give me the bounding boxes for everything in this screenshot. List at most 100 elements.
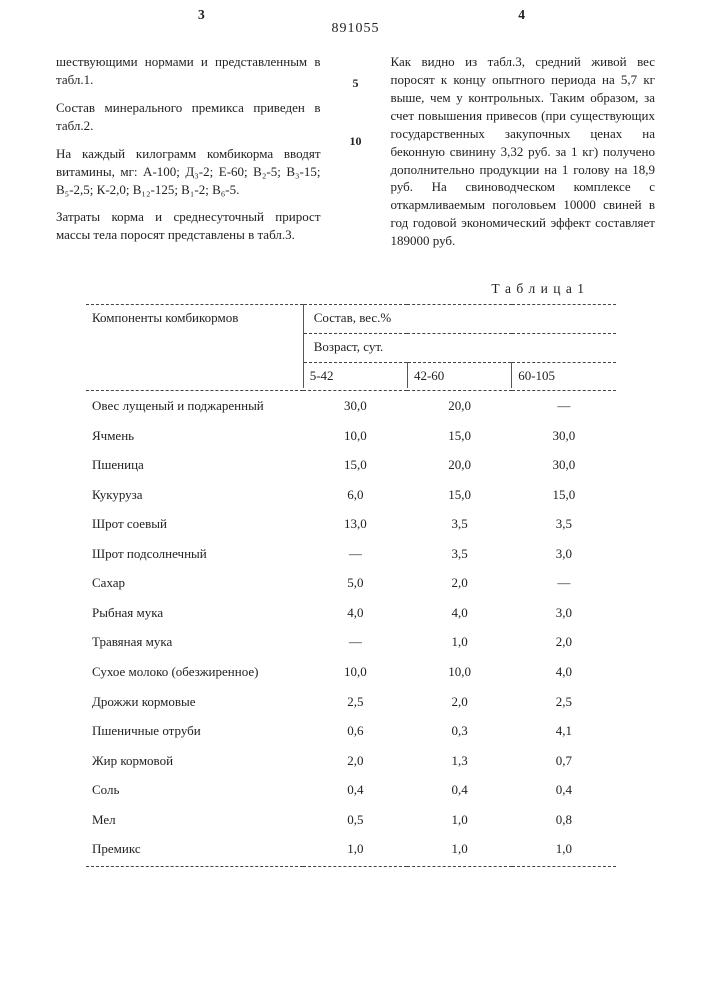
row-val-3: 4,0 [512, 657, 616, 687]
row-name: Соль [86, 775, 303, 805]
row-val-2: 3,5 [407, 539, 511, 569]
row-val-1: 5,0 [303, 568, 407, 598]
row-val-1: 13,0 [303, 509, 407, 539]
left-para-1: шествующими нормами и представленным в т… [56, 53, 321, 89]
row-name: Жир кормовой [86, 746, 303, 776]
row-val-3: 0,4 [512, 775, 616, 805]
table-row: Шрот подсолнечный—3,53,0 [86, 539, 616, 569]
table-row: Дрожжи кормовые2,52,02,5 [86, 687, 616, 717]
th-age-2: 42-60 [407, 362, 511, 388]
page-col-left: 3 [198, 6, 205, 24]
row-name: Кукуруза [86, 480, 303, 510]
row-val-2: 1,0 [407, 805, 511, 835]
row-val-3: 2,5 [512, 687, 616, 717]
right-para-1: Как видно из табл.3, средний живой вес п… [391, 53, 656, 250]
row-name: Шрот соевый [86, 509, 303, 539]
row-val-3: 2,0 [512, 627, 616, 657]
row-val-3: 3,0 [512, 539, 616, 569]
row-val-1: 2,5 [303, 687, 407, 717]
row-val-3: 0,7 [512, 746, 616, 776]
row-val-3: 30,0 [512, 421, 616, 451]
line-marker-5: 5 [353, 75, 359, 91]
row-val-2: 1,3 [407, 746, 511, 776]
table-row: Мел0,51,00,8 [86, 805, 616, 835]
row-val-1: 1,0 [303, 834, 407, 864]
row-val-1: — [303, 627, 407, 657]
composition-table: Компоненты комбикормов Состав, вес.% Воз… [86, 302, 616, 866]
row-val-3: 4,1 [512, 716, 616, 746]
row-name: Сухое молоко (обезжиренное) [86, 657, 303, 687]
table-row: Овес лущеный и поджаренный30,020,0— [86, 391, 616, 421]
row-val-3: 3,0 [512, 598, 616, 628]
row-name: Мел [86, 805, 303, 835]
row-val-1: 30,0 [303, 391, 407, 421]
row-val-1: 10,0 [303, 421, 407, 451]
table-row: Премикс1,01,01,0 [86, 834, 616, 864]
row-val-1: 4,0 [303, 598, 407, 628]
row-name: Овес лущеный и поджаренный [86, 391, 303, 421]
row-val-1: 6,0 [303, 480, 407, 510]
row-val-2: 20,0 [407, 391, 511, 421]
row-val-3: 30,0 [512, 450, 616, 480]
row-val-2: 1,0 [407, 834, 511, 864]
left-para-4: Затраты корма и среднесуточный прирост м… [56, 208, 321, 244]
table-row: Кукуруза6,015,015,0 [86, 480, 616, 510]
row-val-1: 0,5 [303, 805, 407, 835]
row-name: Ячмень [86, 421, 303, 451]
row-val-2: 4,0 [407, 598, 511, 628]
row-name: Пшеница [86, 450, 303, 480]
row-val-1: 0,6 [303, 716, 407, 746]
row-val-3: 1,0 [512, 834, 616, 864]
table-row: Ячмень10,015,030,0 [86, 421, 616, 451]
row-name: Шрот подсолнечный [86, 539, 303, 569]
left-para-2: Состав минерального премикса приведен в … [56, 99, 321, 135]
table-row: Соль0,40,40,4 [86, 775, 616, 805]
table-title: Т а б л и ц а 1 [56, 280, 655, 298]
row-val-2: 15,0 [407, 480, 511, 510]
table-row: Рыбная мука4,04,03,0 [86, 598, 616, 628]
left-para-3: На каждый килограмм комбикорма вводят ви… [56, 145, 321, 199]
row-name: Рыбная мука [86, 598, 303, 628]
row-name: Пшеничные отруби [86, 716, 303, 746]
line-marker-10: 10 [350, 133, 362, 149]
row-val-2: 1,0 [407, 627, 511, 657]
th-age: Возраст, сут. [303, 333, 616, 359]
two-column-text: шествующими нормами и представленным в т… [56, 53, 655, 260]
line-number-gutter: 5 10 [349, 53, 363, 260]
table-row: Шрот соевый13,03,53,5 [86, 509, 616, 539]
th-age-1: 5-42 [303, 362, 407, 388]
row-val-1: 0,4 [303, 775, 407, 805]
row-val-3: — [512, 568, 616, 598]
page-col-right: 4 [518, 6, 525, 24]
row-val-2: 10,0 [407, 657, 511, 687]
right-column: Как видно из табл.3, средний живой вес п… [391, 53, 656, 260]
table-row: Сахар5,02,0— [86, 568, 616, 598]
document-number: 891055 [56, 20, 655, 39]
row-val-3: 0,8 [512, 805, 616, 835]
row-val-2: 0,3 [407, 716, 511, 746]
row-val-1: 15,0 [303, 450, 407, 480]
row-val-2: 2,0 [407, 568, 511, 598]
row-val-1: 10,0 [303, 657, 407, 687]
row-val-2: 3,5 [407, 509, 511, 539]
table-row: Пшеничные отруби0,60,34,1 [86, 716, 616, 746]
row-val-2: 20,0 [407, 450, 511, 480]
table-row: Травяная мука—1,02,0 [86, 627, 616, 657]
left-column: шествующими нормами и представленным в т… [56, 53, 321, 260]
row-val-2: 0,4 [407, 775, 511, 805]
row-val-3: 3,5 [512, 509, 616, 539]
row-val-3: 15,0 [512, 480, 616, 510]
row-val-2: 2,0 [407, 687, 511, 717]
row-name: Премикс [86, 834, 303, 864]
row-val-3: — [512, 391, 616, 421]
row-val-1: — [303, 539, 407, 569]
th-composition: Состав, вес.% [303, 305, 616, 331]
row-val-2: 15,0 [407, 421, 511, 451]
row-name: Сахар [86, 568, 303, 598]
row-val-1: 2,0 [303, 746, 407, 776]
table-row: Жир кормовой2,01,30,7 [86, 746, 616, 776]
th-age-3: 60-105 [512, 362, 616, 388]
th-components: Компоненты комбикормов [86, 305, 303, 362]
row-name: Травяная мука [86, 627, 303, 657]
row-name: Дрожжи кормовые [86, 687, 303, 717]
